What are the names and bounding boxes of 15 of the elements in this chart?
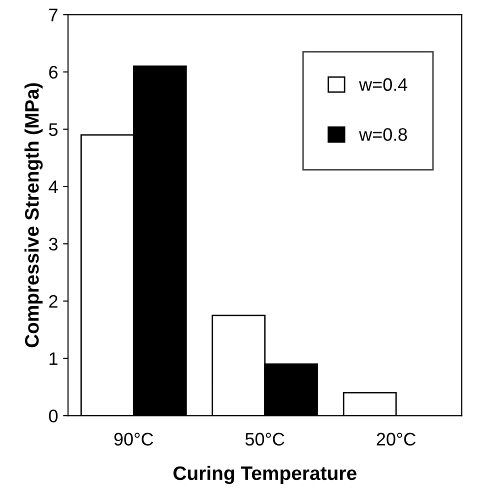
legend-label: w=0.4 xyxy=(359,78,408,91)
y-tick-label: 1 xyxy=(50,352,58,365)
y-tick-label: 0 xyxy=(48,410,58,422)
x-axis-title: Curing Temperature xyxy=(173,466,356,484)
y-tick-label: 6 xyxy=(49,66,58,79)
y-tick-label: 4 xyxy=(48,180,58,194)
x-tick-label: 90°C xyxy=(114,432,154,446)
x-tick-label: 50°C xyxy=(245,432,284,446)
y-tick-label: 7 xyxy=(49,8,58,22)
y-axis-title: Compressive Strength (MPa) xyxy=(24,83,43,348)
y-tick-label: 3 xyxy=(48,238,58,251)
y-tick-label: 2 xyxy=(49,295,58,308)
x-tick-label: 20°C xyxy=(376,432,416,446)
legend-label: w=0.8 xyxy=(359,128,407,141)
y-tick-label: 5 xyxy=(49,123,58,136)
